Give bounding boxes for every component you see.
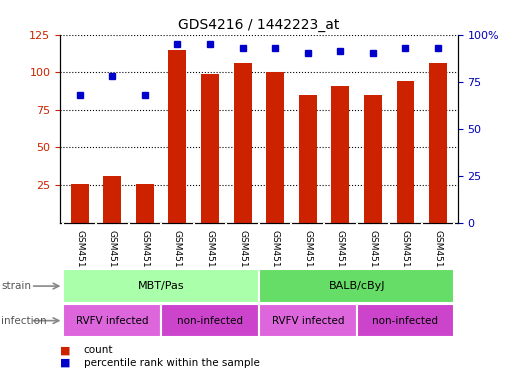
Text: RVFV infected: RVFV infected [271,316,344,326]
Bar [168,50,186,223]
Bar [104,176,121,223]
Text: BALB/cByJ: BALB/cByJ [328,281,385,291]
Bar [201,74,219,223]
Text: non-infected: non-infected [177,316,243,326]
Bar [161,304,259,337]
Text: ■: ■ [60,358,71,368]
Text: count: count [84,345,113,355]
Text: GSM451630: GSM451630 [303,230,312,285]
Text: infection: infection [1,316,47,326]
Bar [396,81,414,223]
Text: GSM451635: GSM451635 [75,230,84,285]
Bar [259,270,454,303]
Bar [357,304,454,337]
Bar [332,86,349,223]
Bar [266,72,284,223]
Text: RVFV infected: RVFV infected [76,316,149,326]
Text: GSM451629: GSM451629 [271,230,280,285]
Title: GDS4216 / 1442223_at: GDS4216 / 1442223_at [178,18,339,32]
Text: MBT/Pas: MBT/Pas [138,281,185,291]
Text: GSM451636: GSM451636 [108,230,117,285]
Text: GSM451628: GSM451628 [434,230,442,285]
Text: GSM451634: GSM451634 [238,230,247,285]
Text: GSM451637: GSM451637 [140,230,150,285]
Text: GSM451632: GSM451632 [173,230,182,285]
Text: GSM451631: GSM451631 [336,230,345,285]
Text: ■: ■ [60,345,71,355]
Text: strain: strain [1,281,31,291]
Bar [364,95,382,223]
Text: non-infected: non-infected [372,316,438,326]
Bar [136,184,154,223]
Text: GSM451633: GSM451633 [206,230,214,285]
Bar [429,63,447,223]
Bar [299,95,317,223]
Bar [63,304,161,337]
Text: percentile rank within the sample: percentile rank within the sample [84,358,259,368]
Bar [71,184,89,223]
Text: GSM451627: GSM451627 [401,230,410,285]
Bar [234,63,252,223]
Bar [63,270,259,303]
Text: GSM451626: GSM451626 [368,230,378,285]
Bar [259,304,357,337]
